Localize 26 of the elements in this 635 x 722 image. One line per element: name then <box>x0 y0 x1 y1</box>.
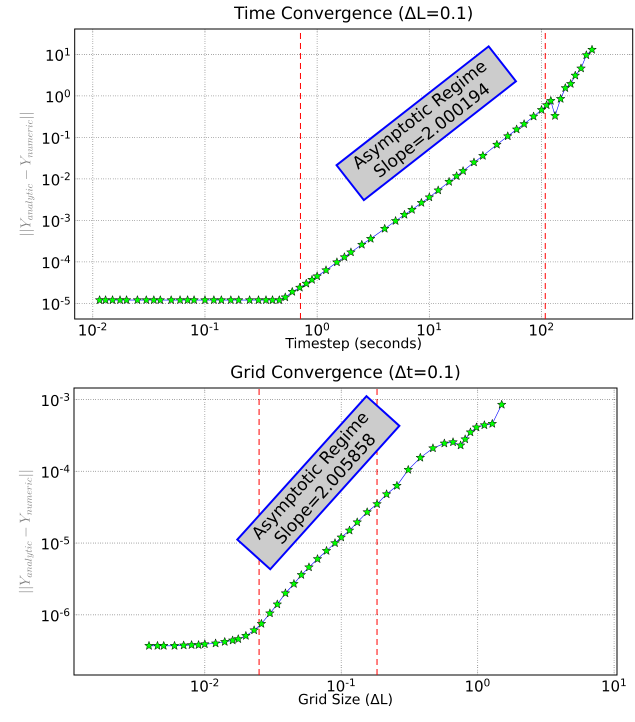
x-tick-label: 10$^{-1}$ <box>328 678 355 692</box>
x-axis-title: Grid Size (ΔL) <box>298 694 392 706</box>
x-tick-label: 10$^{2}$ <box>530 322 554 336</box>
x-tick-label: 10$^{0}$ <box>306 322 330 336</box>
y-axis-title: $||Y_{analytic}-Y_{numeric}||$ <box>18 470 34 592</box>
chart-title: Time Convergence (ΔL=0.1) <box>234 6 472 22</box>
y-tick-label: 10$^{-4}$ <box>42 464 70 478</box>
y-axis-title: $||Y_{analytic}-Y_{numeric}||$ <box>20 113 34 235</box>
x-tick-label: 10$^{1}$ <box>602 678 626 692</box>
x-tick-label: 10$^{0}$ <box>466 678 490 692</box>
y-tick-label: 10$^{-2}$ <box>42 172 70 186</box>
x-tick-label: 10$^{1}$ <box>418 322 441 336</box>
chart-title: Grid Convergence (Δt=0.1) <box>231 365 460 382</box>
y-tick-label: 10$^{-6}$ <box>42 608 70 622</box>
y-tick-label: 10$^{-5}$ <box>42 536 70 550</box>
y-tick-label: 10$^{-3}$ <box>42 392 70 406</box>
y-tick-label: 10$^{-4}$ <box>42 255 70 268</box>
y-tick-label: 10$^{1}$ <box>46 48 70 61</box>
y-tick-label: 10$^{-3}$ <box>42 214 70 227</box>
y-tick-label: 10$^{0}$ <box>46 89 70 103</box>
y-tick-label: 10$^{-5}$ <box>42 296 70 310</box>
x-axis-title: Timestep (seconds) <box>285 338 421 352</box>
x-tick-label: 10$^{-1}$ <box>192 322 218 336</box>
x-tick-label: 10$^{-2}$ <box>79 322 106 336</box>
y-tick-label: 10$^{-1}$ <box>42 130 70 144</box>
x-tick-label: 10$^{-2}$ <box>191 678 218 692</box>
